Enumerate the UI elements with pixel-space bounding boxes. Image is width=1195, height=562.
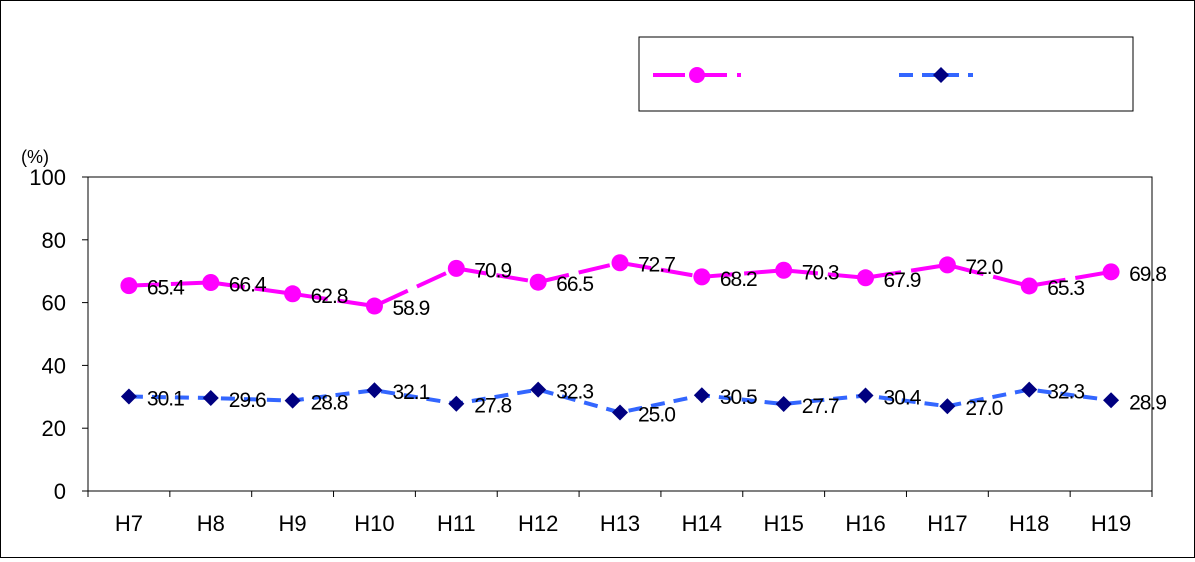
x-tick-label: H13 <box>600 511 640 536</box>
series-1-point <box>857 269 875 287</box>
series-1-data-label: 68.2 <box>720 268 757 291</box>
series-2-point <box>1021 381 1038 398</box>
series-2-point <box>530 381 547 398</box>
series-1-data-label: 72.7 <box>638 254 675 277</box>
series-1-point <box>938 256 956 274</box>
y-tick-label: 100 <box>29 165 66 190</box>
series-2-point <box>612 404 628 421</box>
series-1-data-label: 58.9 <box>392 297 429 320</box>
series-1-point <box>447 259 465 277</box>
series-2-data-label: 27.0 <box>965 397 1002 420</box>
series-2-data-label: 28.9 <box>1129 391 1166 414</box>
series-1-point <box>1102 263 1120 281</box>
y-tick-label: 20 <box>42 416 66 441</box>
x-tick-label: H18 <box>1009 511 1049 536</box>
series-1-point <box>693 268 711 286</box>
series-1-point <box>202 274 220 292</box>
plot-area <box>87 176 1153 492</box>
series-1-point <box>611 254 629 272</box>
series-2: 30.1 29.6 28.8 32.1 27.8 32.3 25.0 30.5 27.7 30.4… <box>120 381 1167 427</box>
series-2-data-label: 30.1 <box>147 387 184 410</box>
series-1-point <box>365 297 383 315</box>
x-tick-label: H11 <box>437 511 476 536</box>
y-tick-label: 60 <box>42 291 66 316</box>
series-2-data-label: 32.3 <box>556 381 593 404</box>
series-2-data-label: 27.8 <box>474 395 511 418</box>
series-2-point <box>1103 392 1120 409</box>
x-tick-label: H19 <box>1091 511 1131 536</box>
x-tick-label: H8 <box>197 511 225 536</box>
series-1-data-label: 66.5 <box>556 273 593 296</box>
series-layer: 65.4 66.4 62.8 58.9 70.9 66.5 72.7 68.2 70.3 67.9… <box>120 254 1167 427</box>
series-1-point <box>529 273 547 291</box>
series-2-point <box>857 387 874 404</box>
series-2-point <box>775 396 792 413</box>
series-1-point <box>775 261 793 279</box>
series-2-data-label: 32.1 <box>392 381 429 404</box>
legend-marker-series-2 <box>933 67 949 83</box>
series-2-data-label: 28.8 <box>311 392 348 415</box>
series-2-data-label: 30.4 <box>884 387 922 410</box>
series-1-data-label: 70.3 <box>802 261 839 284</box>
x-tick-label: H14 <box>682 511 722 536</box>
series-2-point <box>448 395 465 412</box>
series-2-data-label: 32.3 <box>1047 381 1084 404</box>
series-1-data-label: 66.4 <box>229 274 267 297</box>
series-2-data-label: 25.0 <box>638 404 675 427</box>
series-1-data-label: 72.0 <box>965 256 1002 279</box>
x-tick-label: H15 <box>764 511 804 536</box>
x-tick-label: H12 <box>518 511 558 536</box>
series-1-data-label: 65.3 <box>1047 277 1084 300</box>
series-1-data-label: 62.8 <box>311 285 348 308</box>
series-1: 65.4 66.4 62.8 58.9 70.9 66.5 72.7 68.2 70.3 67.9… <box>120 254 1167 320</box>
x-tick-label: H16 <box>845 511 885 536</box>
series-2-data-label: 27.7 <box>802 395 839 418</box>
series-1-data-label: 69.8 <box>1129 263 1166 286</box>
legend-marker-series-1 <box>689 67 705 83</box>
x-tick-label: H10 <box>354 511 394 536</box>
series-1-point <box>1020 277 1038 295</box>
y-tick-label: 40 <box>42 353 66 378</box>
series-2-point <box>202 390 219 407</box>
series-2-point <box>284 392 301 409</box>
series-2-point <box>120 388 137 405</box>
series-1-data-label: 65.4 <box>147 277 185 300</box>
x-tick-label: H9 <box>279 511 307 536</box>
legend <box>638 36 1134 112</box>
series-2-point <box>939 398 956 415</box>
y-axis-unit-label: (%) <box>21 147 49 167</box>
series-2-point <box>366 382 383 399</box>
x-tick-label: H17 <box>927 511 967 536</box>
series-2-data-label: 29.6 <box>229 389 266 412</box>
x-tick-label: H7 <box>115 511 143 536</box>
series-1-data-label: 67.9 <box>884 269 921 292</box>
y-tick-label: 80 <box>42 228 66 253</box>
y-tick-label: 0 <box>54 479 66 504</box>
series-1-point <box>284 285 302 303</box>
axes: 0 20 40 60 80 100 H7 H8 H9 H10 H11 H12 H13 H14 H15 H16 H… <box>29 165 1153 536</box>
series-2-data-label: 30.5 <box>720 386 757 409</box>
series-1-point <box>120 277 138 295</box>
series-1-data-label: 70.9 <box>474 259 511 282</box>
series-2-point <box>693 387 710 404</box>
